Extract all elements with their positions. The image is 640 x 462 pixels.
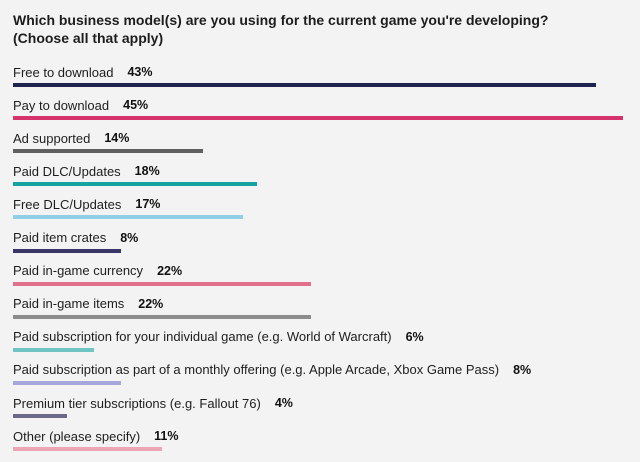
bar bbox=[13, 347, 94, 352]
value-label: 8% bbox=[513, 362, 532, 377]
category-label: Paid DLC/Updates bbox=[13, 163, 121, 179]
bar-row: Paid subscription for your individual ga… bbox=[13, 329, 424, 345]
bar-row: Paid in-game currency 22% bbox=[13, 263, 182, 279]
bar bbox=[13, 215, 243, 220]
category-label: Paid in-game items bbox=[13, 296, 125, 312]
value-label: 18% bbox=[134, 164, 160, 179]
bar-row: Paid subscription as part of a monthly o… bbox=[13, 362, 531, 378]
bar bbox=[13, 182, 257, 187]
chart-title: Which business model(s) are you using fo… bbox=[13, 11, 628, 47]
category-label: Paid subscription for your individual ga… bbox=[13, 329, 392, 345]
bar bbox=[13, 447, 162, 452]
bar-row: Other (please specify) 11% bbox=[13, 428, 179, 444]
category-label: Ad supported bbox=[13, 130, 91, 146]
category-label: Free DLC/Updates bbox=[13, 196, 122, 212]
category-label: Pay to download bbox=[13, 97, 110, 113]
chart-title-line: Which business model(s) are you using fo… bbox=[13, 12, 549, 28]
bar-row: Paid DLC/Updates 18% bbox=[13, 163, 160, 179]
bar-row: Paid item crates 8% bbox=[13, 230, 138, 246]
value-label: 4% bbox=[274, 396, 293, 410]
category-label: Paid in-game currency bbox=[13, 263, 144, 279]
bar bbox=[13, 314, 311, 319]
category-label: Paid subscription as part of a monthly o… bbox=[13, 362, 500, 378]
category-label: Free to download bbox=[13, 64, 114, 80]
value-label: 6% bbox=[405, 329, 424, 344]
bar bbox=[13, 281, 311, 286]
bar bbox=[13, 380, 121, 385]
category-label: Paid item crates bbox=[13, 230, 107, 245]
bar-row: Pay to download 45% bbox=[13, 97, 148, 113]
value-label: 43% bbox=[127, 65, 153, 79]
value-label: 22% bbox=[138, 296, 164, 311]
bar-row: Free DLC/Updates 17% bbox=[13, 196, 160, 212]
category-label: Premium tier subscriptions (e.g. Fallout… bbox=[13, 395, 261, 411]
category-label: Other (please specify) bbox=[13, 428, 141, 444]
bar bbox=[13, 248, 121, 253]
bar-row: Paid in-game items 22% bbox=[13, 296, 163, 312]
bar bbox=[13, 116, 623, 121]
bar bbox=[13, 83, 596, 87]
bar bbox=[13, 149, 203, 154]
value-label: 22% bbox=[157, 263, 183, 278]
bar-row: Ad supported 14% bbox=[13, 130, 129, 146]
value-label: 45% bbox=[123, 98, 149, 113]
value-label: 8% bbox=[120, 230, 139, 245]
value-label: 11% bbox=[154, 429, 179, 444]
bar-row: Free to download 43% bbox=[13, 64, 152, 80]
chart-subtitle: (Choose all that apply) bbox=[13, 30, 164, 46]
bar-row: Premium tier subscriptions (e.g. Fallout… bbox=[13, 395, 293, 411]
value-label: 17% bbox=[135, 197, 161, 212]
bar bbox=[13, 414, 67, 418]
value-label: 14% bbox=[104, 131, 130, 146]
